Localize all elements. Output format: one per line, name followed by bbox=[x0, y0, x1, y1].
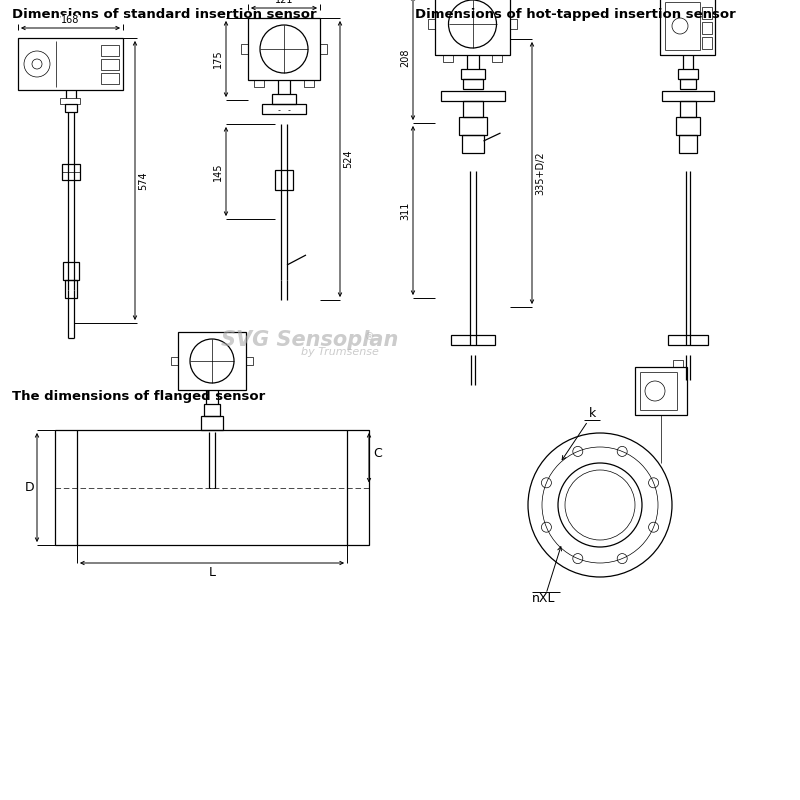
Bar bbox=[462, 79, 482, 89]
Text: 574: 574 bbox=[138, 171, 148, 190]
Text: SVG Sensoplan: SVG Sensoplan bbox=[222, 330, 398, 350]
Bar bbox=[660, 0, 715, 55]
Bar bbox=[673, 360, 683, 367]
Text: L: L bbox=[209, 566, 215, 579]
Bar bbox=[62, 164, 80, 180]
Bar bbox=[55, 430, 77, 545]
Bar bbox=[678, 69, 698, 79]
Text: k: k bbox=[588, 407, 596, 420]
Text: 335+D/2: 335+D/2 bbox=[535, 151, 545, 195]
Bar bbox=[275, 170, 293, 190]
Bar bbox=[248, 18, 320, 80]
Bar bbox=[65, 280, 77, 298]
Bar bbox=[428, 19, 435, 29]
Bar bbox=[441, 91, 505, 101]
Bar bbox=[204, 404, 220, 416]
Text: 524: 524 bbox=[343, 150, 353, 168]
Bar bbox=[662, 91, 714, 101]
Bar bbox=[462, 135, 483, 153]
Text: 311: 311 bbox=[400, 202, 410, 220]
Text: 208: 208 bbox=[400, 49, 410, 67]
Bar bbox=[443, 55, 453, 62]
Bar bbox=[678, 135, 697, 153]
Text: ®: ® bbox=[365, 332, 375, 342]
Bar bbox=[101, 59, 119, 70]
Text: C: C bbox=[373, 447, 382, 460]
Text: 168: 168 bbox=[62, 15, 80, 25]
Bar bbox=[262, 104, 306, 114]
Bar bbox=[679, 79, 695, 89]
Bar bbox=[60, 98, 80, 104]
Bar bbox=[450, 335, 494, 345]
Bar bbox=[702, 7, 712, 19]
Bar bbox=[101, 73, 119, 84]
Bar bbox=[246, 357, 253, 365]
Bar bbox=[320, 44, 327, 54]
Text: by Trumsense: by Trumsense bbox=[301, 347, 379, 357]
Text: Dimensions of standard insertion sensor: Dimensions of standard insertion sensor bbox=[12, 8, 317, 21]
Bar bbox=[461, 69, 485, 79]
Text: The dimensions of flanged sensor: The dimensions of flanged sensor bbox=[12, 390, 266, 403]
Text: 175: 175 bbox=[213, 50, 223, 68]
Text: nXL: nXL bbox=[532, 592, 555, 605]
Text: D: D bbox=[24, 481, 34, 494]
Bar bbox=[65, 104, 77, 112]
Bar bbox=[667, 335, 707, 345]
Bar bbox=[702, 22, 712, 34]
Bar bbox=[458, 117, 486, 135]
Bar bbox=[304, 80, 314, 87]
Bar bbox=[462, 101, 482, 117]
Text: Dimensions of hot-tapped insertion sensor: Dimensions of hot-tapped insertion senso… bbox=[415, 8, 736, 21]
Bar bbox=[435, 0, 510, 55]
Bar bbox=[675, 117, 699, 135]
Bar bbox=[178, 332, 246, 390]
Bar bbox=[510, 19, 517, 29]
Bar bbox=[18, 38, 123, 90]
Bar bbox=[254, 80, 264, 87]
Bar bbox=[201, 416, 223, 430]
Bar bbox=[241, 44, 248, 54]
Bar bbox=[63, 262, 79, 280]
Bar bbox=[347, 430, 369, 545]
Text: 121: 121 bbox=[274, 0, 294, 5]
Bar bbox=[272, 94, 296, 104]
Bar bbox=[679, 101, 695, 117]
Text: 145: 145 bbox=[213, 162, 223, 181]
Bar bbox=[101, 45, 119, 56]
Bar bbox=[171, 357, 178, 365]
Bar bbox=[702, 37, 712, 49]
Bar bbox=[492, 55, 502, 62]
Bar bbox=[635, 367, 687, 415]
